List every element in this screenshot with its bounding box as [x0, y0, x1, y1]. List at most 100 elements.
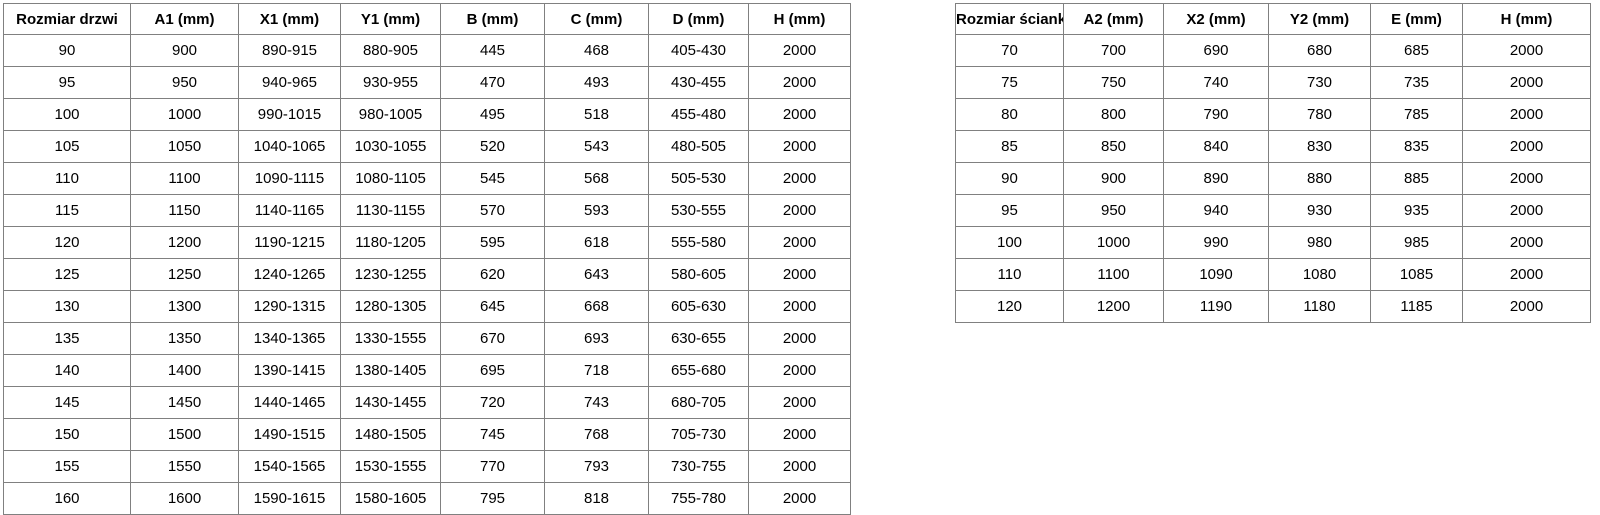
table-cell: 690 — [1163, 34, 1269, 67]
table-cell: 2000 — [748, 66, 851, 99]
table-cell: 1600 — [130, 482, 239, 515]
door-col-header-7: H (mm) — [748, 3, 851, 35]
table-cell: 935 — [1370, 194, 1463, 227]
table-cell: 2000 — [1462, 258, 1591, 291]
table-cell: 890-915 — [238, 34, 341, 67]
table-cell: 718 — [544, 354, 649, 387]
table-cell: 900 — [1063, 162, 1164, 195]
table-cell: 120 — [955, 290, 1064, 323]
table-row: 95 950 940-965 930-955 470 493 430-455 2000 — [3, 66, 851, 99]
table-cell: 1190-1215 — [238, 226, 341, 259]
table-cell: 618 — [544, 226, 649, 259]
table-cell: 1140-1165 — [238, 194, 341, 227]
table-cell: 835 — [1370, 130, 1463, 163]
table-cell: 430-455 — [648, 66, 749, 99]
table-cell: 480-505 — [648, 130, 749, 163]
table-cell: 595 — [440, 226, 545, 259]
table-cell: 735 — [1370, 66, 1463, 99]
table-row: 90 900 890 880 885 2000 — [955, 162, 1591, 195]
door-col-header-1: A1 (mm) — [130, 3, 239, 35]
table-cell: 793 — [544, 450, 649, 483]
table-cell: 1480-1505 — [340, 418, 441, 451]
table-cell: 1100 — [1063, 258, 1164, 291]
table-cell: 940-965 — [238, 66, 341, 99]
table-cell: 1040-1065 — [238, 130, 341, 163]
table-cell: 545 — [440, 162, 545, 195]
table-cell: 75 — [955, 66, 1064, 99]
table-cell: 160 — [3, 482, 131, 515]
table-cell: 90 — [3, 34, 131, 67]
table-cell: 790 — [1163, 98, 1269, 131]
wall-col-header-0: Rozmiar ścianki — [955, 3, 1064, 35]
table-cell: 700 — [1063, 34, 1164, 67]
wall-col-header-5: H (mm) — [1462, 3, 1591, 35]
table-cell: 1550 — [130, 450, 239, 483]
table-cell: 668 — [544, 290, 649, 323]
table-cell: 1240-1265 — [238, 258, 341, 291]
table-cell: 1230-1255 — [340, 258, 441, 291]
table-cell: 570 — [440, 194, 545, 227]
table-cell: 1580-1605 — [340, 482, 441, 515]
table-cell: 145 — [3, 386, 131, 419]
table-cell: 2000 — [748, 482, 851, 515]
table-row: 70 700 690 680 685 2000 — [955, 34, 1591, 67]
table-row: 125 1250 1240-1265 1230-1255 620 643 580-605 20… — [3, 258, 851, 291]
table-cell: 1100 — [130, 162, 239, 195]
door-col-header-4: B (mm) — [440, 3, 545, 35]
table-cell: 530-555 — [648, 194, 749, 227]
table-header-row: Rozmiar ścianki A2 (mm) X2 (mm) Y2 (mm) E (m… — [955, 3, 1591, 35]
table-cell: 950 — [130, 66, 239, 99]
table-cell: 2000 — [1462, 66, 1591, 99]
table-cell: 140 — [3, 354, 131, 387]
table-row: 75 750 740 730 735 2000 — [955, 66, 1591, 99]
wall-size-table-head: Rozmiar ścianki A2 (mm) X2 (mm) Y2 (mm) E (m… — [955, 3, 1591, 35]
table-cell: 90 — [955, 162, 1064, 195]
table-cell: 115 — [3, 194, 131, 227]
table-cell: 605-630 — [648, 290, 749, 323]
table-row: 150 1500 1490-1515 1480-1505 745 768 705-730 20… — [3, 418, 851, 451]
table-cell: 1000 — [130, 98, 239, 131]
table-cell: 155 — [3, 450, 131, 483]
table-row: 135 1350 1340-1365 1330-1555 670 693 630-655 20… — [3, 322, 851, 355]
table-cell: 1150 — [130, 194, 239, 227]
table-cell: 940 — [1163, 194, 1269, 227]
door-col-header-5: C (mm) — [544, 3, 649, 35]
table-cell: 1350 — [130, 322, 239, 355]
table-cell: 780 — [1268, 98, 1371, 131]
table-row: 100 1000 990 980 985 2000 — [955, 226, 1591, 259]
table-cell: 2000 — [1462, 130, 1591, 163]
table-header-row: Rozmiar drzwi A1 (mm) X1 (mm) Y1 (mm) B (mm)… — [3, 3, 851, 35]
table-cell: 1330-1555 — [340, 322, 441, 355]
table-cell: 1300 — [130, 290, 239, 323]
table-cell: 1085 — [1370, 258, 1463, 291]
table-cell: 930 — [1268, 194, 1371, 227]
table-row: 110 1100 1090-1115 1080-1105 545 568 505-530 20… — [3, 162, 851, 195]
table-cell: 705-730 — [648, 418, 749, 451]
table-cell: 2000 — [748, 130, 851, 163]
table-cell: 1080-1105 — [340, 162, 441, 195]
table-cell: 100 — [3, 98, 131, 131]
table-cell: 135 — [3, 322, 131, 355]
table-cell: 2000 — [748, 354, 851, 387]
table-cell: 1290-1315 — [238, 290, 341, 323]
table-cell: 1190 — [1163, 290, 1269, 323]
table-cell: 930-955 — [340, 66, 441, 99]
table-row: 160 1600 1590-1615 1580-1605 795 818 755-780 20… — [3, 482, 851, 515]
table-cell: 455-480 — [648, 98, 749, 131]
table-cell: 95 — [955, 194, 1064, 227]
table-row: 100 1000 990-1015 980-1005 495 518 455-480 2000 — [3, 98, 851, 131]
table-cell: 643 — [544, 258, 649, 291]
table-cell: 580-605 — [648, 258, 749, 291]
table-cell: 85 — [955, 130, 1064, 163]
table-cell: 445 — [440, 34, 545, 67]
table-cell: 1000 — [1063, 226, 1164, 259]
wall-size-table: Rozmiar ścianki A2 (mm) X2 (mm) Y2 (mm) E (m… — [955, 3, 1591, 323]
wall-col-header-2: X2 (mm) — [1163, 3, 1269, 35]
table-cell: 750 — [1063, 66, 1164, 99]
table-cell: 2000 — [748, 34, 851, 67]
wall-size-table-body: 70 700 690 680 685 2000 75 750 740 730 735 2000 80 80… — [955, 34, 1591, 323]
table-row: 95 950 940 930 935 2000 — [955, 194, 1591, 227]
table-cell: 755-780 — [648, 482, 749, 515]
table-cell: 2000 — [748, 194, 851, 227]
table-cell: 2000 — [748, 322, 851, 355]
